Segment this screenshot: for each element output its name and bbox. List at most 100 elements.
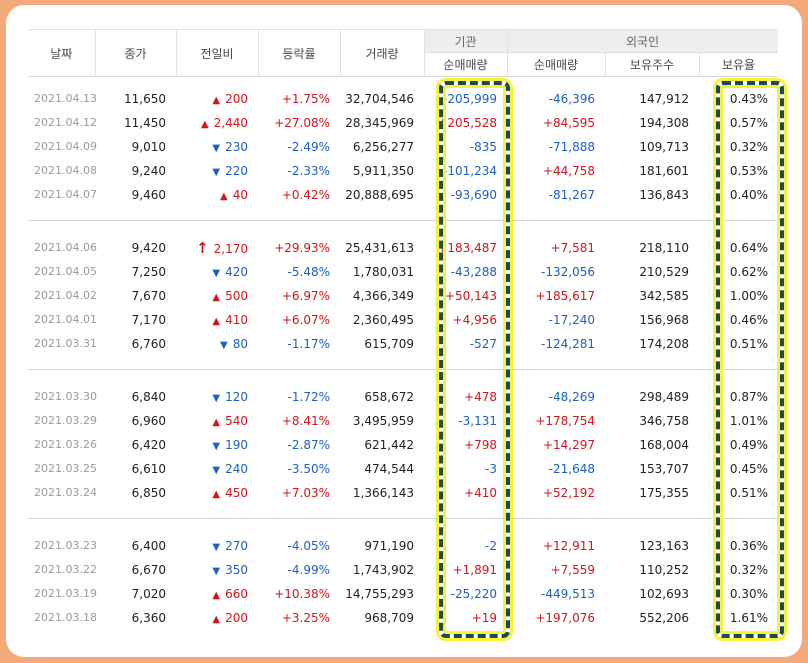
table-row: 2021.04.12 11,450 ▲ 2,440 +27.08% 28,345,969 +… xyxy=(28,111,778,135)
row-foreign-shares: 174,208 xyxy=(639,336,689,351)
row-foreign-net: -449,513 xyxy=(541,586,595,601)
row-date: 2021.03.22 xyxy=(34,563,97,576)
row-change: ▲70 xyxy=(176,630,258,634)
header-foreign-net: 순매매량 xyxy=(507,52,606,77)
row-close: 6,160 xyxy=(95,630,176,634)
row-foreign-ratio: 0.62% xyxy=(729,264,768,279)
row-rate: +1.75% xyxy=(281,91,330,106)
table-row: 2021.04.07 9,460 ▲ 40 +0.42% 20,888,695 -93,69… xyxy=(28,183,778,207)
row-rate: +8.41% xyxy=(281,413,330,428)
row-foreign-ratio: 0.45% xyxy=(729,461,768,476)
row-change-value: 450 xyxy=(225,485,248,500)
investor-trading-table-panel: 날짜 종가 전일비 등락률 거래량 기관 외국인 순매매량 순매매량 보유주수 … xyxy=(28,29,778,633)
row-rate: +27.08% xyxy=(274,115,330,130)
row-foreign-ratio: 0.53% xyxy=(729,163,768,178)
row-change: ▲ 500 xyxy=(176,284,258,308)
down-triangle-icon: ▼ xyxy=(212,464,221,476)
row-spacer xyxy=(28,77,778,87)
row-foreign-ratio: 0.32% xyxy=(729,562,768,577)
table-row: 2021.03.24 6,850 ▲ 450 +7.03% 1,366,143 +410 +5… xyxy=(28,481,778,505)
row-change-value: 500 xyxy=(225,288,248,303)
row-close: 6,840 xyxy=(131,389,166,404)
table-row: 2021.04.06 9,420 ↑ 2,170 +29.93% 25,431,613 +1… xyxy=(28,236,778,260)
row-volume: 1,366,143 xyxy=(352,485,414,500)
row-volume: 20,888,695 xyxy=(345,187,414,202)
row-institution-net: -835 xyxy=(469,139,497,154)
row-date: 2021.03.26 xyxy=(34,438,97,451)
row-date: 2021.03.19 xyxy=(34,587,97,600)
row-foreign-ratio: 1.01% xyxy=(729,413,768,428)
row-change-value: 190 xyxy=(225,437,248,452)
row-change: ▲ 200 xyxy=(176,606,258,630)
row-rate: +1.15% xyxy=(258,630,340,634)
row-rate: -3.50% xyxy=(287,461,330,476)
row-date: 2021.04.12 xyxy=(34,116,97,129)
row-close: 6,400 xyxy=(131,538,166,553)
row-volume: 4,366,349 xyxy=(352,288,414,303)
row-foreign-ratio: 0.32% xyxy=(729,139,768,154)
row-foreign-ratio: 0.87% xyxy=(729,389,768,404)
row-date: 2021.03.29 xyxy=(34,414,97,427)
row-foreign-net: -17,240 xyxy=(548,312,595,327)
table-row: 2021.03.176,160▲70+1.15%510,299+3-109,50… xyxy=(28,630,778,634)
row-date: 2021.04.02 xyxy=(34,289,97,302)
table-row: 2021.04.01 7,170 ▲ 410 +6.07% 2,360,495 +4,956… xyxy=(28,308,778,332)
row-spacer xyxy=(28,369,778,371)
row-foreign-net: -46,396 xyxy=(548,91,595,106)
row-change-value: 200 xyxy=(225,91,248,106)
row-foreign-net: -21,648 xyxy=(548,461,595,476)
row-change-value: 240 xyxy=(225,461,248,476)
row-foreign-shares: 342,585 xyxy=(639,288,689,303)
row-institution-net: +183,487 xyxy=(437,240,497,255)
row-foreign-net: -71,888 xyxy=(548,139,595,154)
row-close: 6,360 xyxy=(131,610,166,625)
header-institution-net: 순매매량 xyxy=(424,52,508,77)
row-institution-net: +3 xyxy=(424,630,507,634)
row-spacer xyxy=(28,222,778,236)
row-institution-net: +50,143 xyxy=(444,288,497,303)
row-rate: -4.99% xyxy=(287,562,330,577)
row-close: 7,170 xyxy=(131,312,166,327)
row-institution-net: -2 xyxy=(485,538,497,553)
row-date: 2021.04.08 xyxy=(34,164,97,177)
up-triangle-icon: ▲ xyxy=(212,416,221,428)
row-foreign-shares: 175,355 xyxy=(639,485,689,500)
row-date: 2021.03.17 xyxy=(28,630,95,634)
row-change: ▲ 200 xyxy=(176,87,258,111)
row-foreign-ratio: 0.49% xyxy=(729,437,768,452)
row-change-value: 120 xyxy=(225,389,248,404)
row-spacer xyxy=(28,505,778,519)
row-institution-net: +478 xyxy=(464,389,497,404)
row-close: 7,670 xyxy=(131,288,166,303)
row-foreign-ratio: 1.61% xyxy=(729,610,768,625)
header-change: 전일비 xyxy=(176,29,259,77)
row-foreign-shares: 147,912 xyxy=(639,91,689,106)
row-rate: +6.07% xyxy=(281,312,330,327)
row-spacer xyxy=(28,518,778,520)
row-volume: 32,704,546 xyxy=(345,91,414,106)
row-change: ▼ 270 xyxy=(176,534,258,558)
row-volume: 2,360,495 xyxy=(352,312,414,327)
row-volume: 25,431,613 xyxy=(345,240,414,255)
row-foreign-ratio: 0.64% xyxy=(729,240,768,255)
table-body: 2021.04.13 11,650 ▲ 200 +1.75% 32,704,546 -205… xyxy=(28,77,778,634)
row-foreign-net: +185,617 xyxy=(535,288,595,303)
row-date: 2021.04.06 xyxy=(34,241,97,254)
row-date: 2021.03.18 xyxy=(34,611,97,624)
row-foreign-shares: 355,130 xyxy=(605,630,699,634)
row-volume: 615,709 xyxy=(364,336,414,351)
row-foreign-net: +12,911 xyxy=(542,538,595,553)
row-foreign-shares: 123,163 xyxy=(639,538,689,553)
down-triangle-icon: ▼ xyxy=(212,166,221,178)
row-institution-net: -43,288 xyxy=(450,264,497,279)
row-close: 6,610 xyxy=(131,461,166,476)
row-change-value: 350 xyxy=(225,562,248,577)
header-rate: 등락률 xyxy=(258,29,341,77)
row-spacer xyxy=(28,356,778,370)
up-triangle-icon: ▲ xyxy=(212,315,221,327)
row-volume: 621,442 xyxy=(364,437,414,452)
row-spacer xyxy=(28,207,778,221)
row-foreign-shares: 181,601 xyxy=(639,163,689,178)
up-triangle-icon: ▲ xyxy=(212,613,221,625)
row-change: ▼ 220 xyxy=(176,159,258,183)
